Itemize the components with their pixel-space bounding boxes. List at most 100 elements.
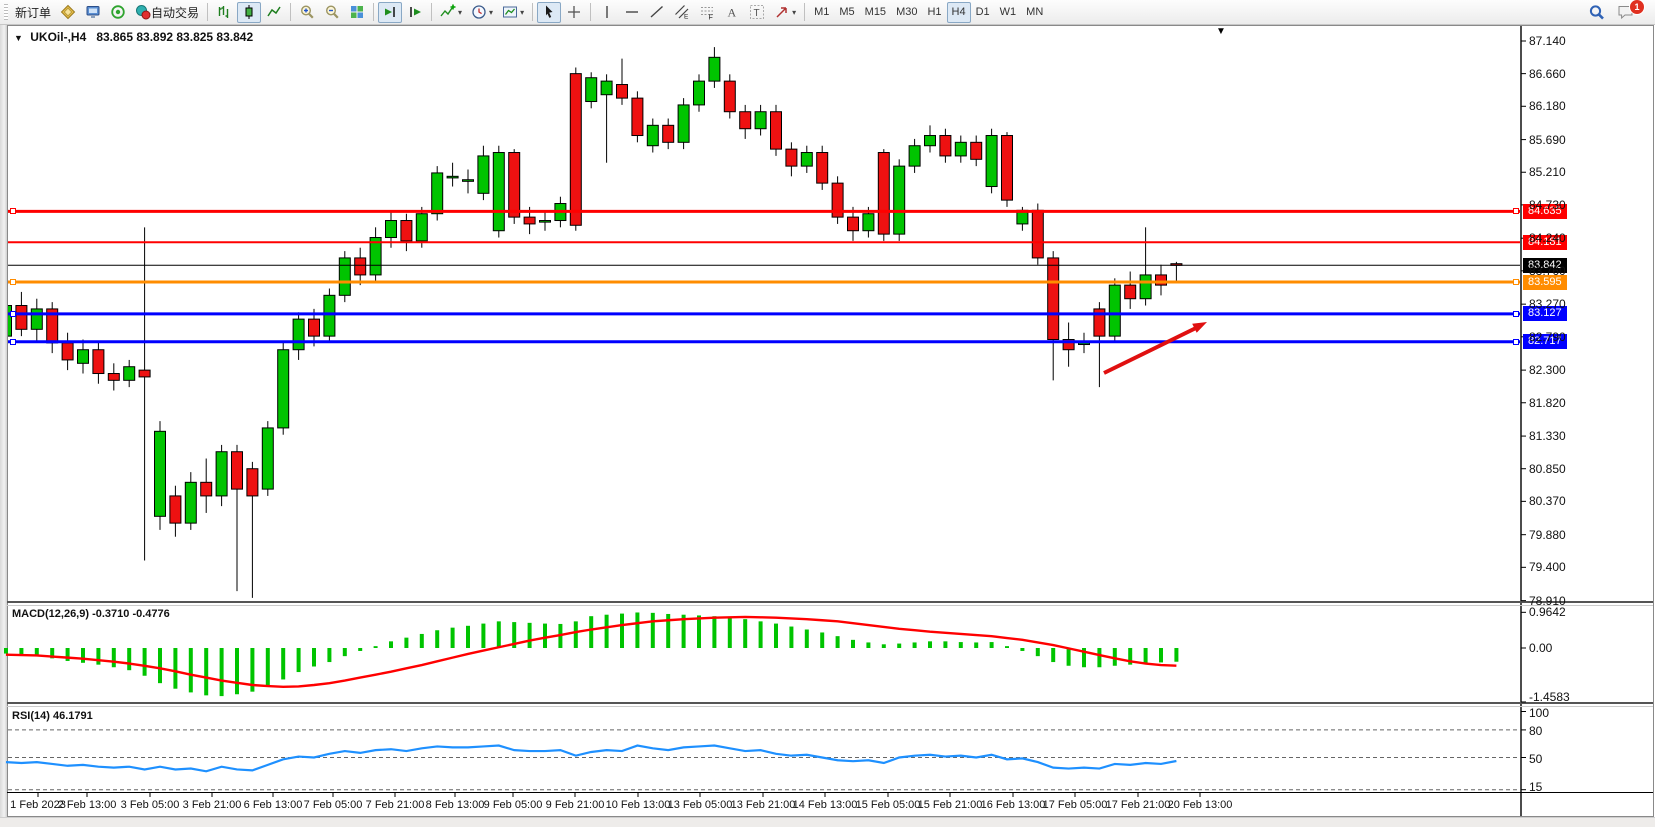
rsi-tick-label: 15 bbox=[1529, 780, 1543, 794]
macd-tick-label: -1.4583 bbox=[1529, 690, 1570, 704]
macd-histogram-bar bbox=[1128, 648, 1133, 665]
line-handle[interactable] bbox=[1513, 310, 1519, 317]
candle-body bbox=[970, 141, 983, 160]
candle-body bbox=[631, 97, 644, 137]
macd-histogram-bar bbox=[219, 648, 224, 697]
candle-body bbox=[646, 124, 659, 147]
signal-icon[interactable] bbox=[106, 2, 130, 23]
line-handle[interactable] bbox=[1513, 338, 1519, 345]
timeframe-h1[interactable]: H1 bbox=[927, 6, 942, 18]
macd-histogram-bar bbox=[897, 643, 902, 648]
horizontal-line-icon[interactable] bbox=[620, 2, 644, 23]
collapse-triangle-icon[interactable]: ▼ bbox=[14, 33, 23, 43]
zoom-in-icon[interactable] bbox=[295, 2, 319, 23]
periods-clock-button[interactable]: ▾ bbox=[467, 2, 497, 23]
candle-body bbox=[1031, 209, 1044, 259]
price-tick-label: 78.910 bbox=[1529, 593, 1566, 608]
trend-arrow-annotation[interactable] bbox=[1103, 322, 1207, 375]
gold-badge-icon[interactable] bbox=[56, 2, 80, 23]
line-chart-icon[interactable] bbox=[262, 2, 286, 23]
shapes-button[interactable]: ▾ bbox=[770, 2, 800, 23]
candle-body bbox=[107, 373, 120, 381]
macd-histogram-bar bbox=[712, 616, 717, 648]
timeframe-m1[interactable]: M1 bbox=[814, 6, 830, 18]
candle-body bbox=[184, 481, 197, 524]
toolbar-separator bbox=[207, 3, 209, 21]
crosshair-icon[interactable] bbox=[562, 2, 586, 23]
trendline-icon[interactable] bbox=[645, 2, 669, 23]
macd-histogram-bar bbox=[1097, 648, 1102, 668]
timeframe-m15[interactable]: M15 bbox=[864, 6, 887, 18]
time-tick-label: 13 Feb 05:00 bbox=[667, 799, 733, 811]
line-handle[interactable] bbox=[1513, 208, 1519, 215]
macd-histogram-bar bbox=[296, 648, 301, 673]
timeframe-m5[interactable]: M5 bbox=[839, 6, 855, 18]
auto-scroll-icon[interactable] bbox=[378, 1, 403, 23]
timeframe-mn[interactable]: MN bbox=[1026, 6, 1044, 18]
time-tick-label: 3 Feb 05:00 bbox=[120, 799, 180, 811]
cursor-icon[interactable] bbox=[537, 1, 562, 23]
macd-histogram-bar bbox=[281, 648, 286, 680]
timeframe-h4[interactable]: H4 bbox=[946, 1, 971, 23]
new-order-button[interactable]: 新订单 bbox=[11, 2, 55, 23]
macd-histogram-bar bbox=[543, 623, 547, 648]
toolbar-grip[interactable] bbox=[4, 4, 8, 20]
candle-body bbox=[1047, 257, 1060, 341]
macd-histogram-bar bbox=[820, 632, 825, 648]
line-handle[interactable] bbox=[10, 208, 16, 215]
periods-clock-icon bbox=[472, 5, 486, 19]
candle-body bbox=[662, 124, 675, 143]
price-tick-label: 86.180 bbox=[1529, 99, 1566, 114]
candle-body bbox=[600, 80, 613, 96]
channel-icon[interactable]: E bbox=[670, 2, 694, 23]
bar-chart-icon[interactable] bbox=[212, 2, 236, 23]
top-toolbar: 新订单 自动交易 bbox=[0, 0, 1655, 25]
line-handle[interactable] bbox=[1513, 279, 1519, 286]
autotrading-button[interactable]: 自动交易 bbox=[131, 2, 203, 23]
time-tick-label: 7 Feb 21:00 bbox=[365, 799, 425, 811]
macd-histogram-bar bbox=[250, 648, 255, 692]
price-tick-label: 80.850 bbox=[1529, 461, 1566, 476]
notification-badge[interactable]: 1 bbox=[1629, 0, 1645, 15]
text-icon[interactable]: A bbox=[720, 2, 744, 23]
candle-body bbox=[1124, 284, 1137, 300]
macd-histogram-bar bbox=[158, 648, 162, 684]
rsi-tick-label: 100 bbox=[1529, 705, 1550, 720]
chat-button[interactable]: 1 bbox=[1613, 0, 1645, 23]
zoom-out-icon[interactable] bbox=[320, 2, 344, 23]
scroll-end-marker-icon[interactable]: ▼ bbox=[1216, 26, 1226, 37]
line-handle[interactable] bbox=[10, 279, 16, 286]
candle-body bbox=[169, 495, 182, 524]
indicators-icon bbox=[440, 4, 456, 17]
tile-windows-icon[interactable] bbox=[345, 2, 369, 23]
vertical-line-icon[interactable] bbox=[595, 2, 619, 23]
shapes-icon bbox=[776, 7, 787, 18]
chevron-down-icon: ▾ bbox=[792, 7, 797, 17]
macd-histogram-bar bbox=[866, 642, 871, 648]
macd-histogram-bar bbox=[373, 646, 378, 648]
search-icon[interactable] bbox=[1584, 2, 1609, 23]
macd-histogram-bar bbox=[50, 648, 55, 659]
macd-histogram-bar bbox=[1020, 648, 1025, 651]
line-handle[interactable] bbox=[10, 338, 16, 345]
text-label-icon[interactable]: T bbox=[745, 2, 769, 23]
macd-histogram-bar bbox=[19, 648, 24, 655]
candle-body bbox=[308, 318, 320, 337]
timeframe-w1[interactable]: W1 bbox=[999, 6, 1017, 18]
time-tick-label: 3 Feb 21:00 bbox=[182, 799, 242, 811]
candle-body bbox=[1155, 274, 1167, 286]
candle-body bbox=[261, 427, 274, 490]
template-button[interactable]: ▾ bbox=[498, 2, 528, 23]
candle-body bbox=[77, 349, 89, 364]
candlestick-chart-icon[interactable] bbox=[237, 1, 262, 23]
computer-icon[interactable] bbox=[81, 2, 105, 23]
indicators-button[interactable]: ▾ bbox=[436, 2, 466, 23]
timeframe-d1[interactable]: D1 bbox=[975, 6, 990, 18]
candle-body bbox=[754, 111, 767, 130]
timeframe-m30[interactable]: M30 bbox=[896, 6, 918, 18]
candle-body bbox=[200, 481, 213, 497]
fibonacci-icon[interactable]: F bbox=[695, 2, 719, 23]
line-handle[interactable] bbox=[10, 310, 16, 317]
chart-shift-icon[interactable] bbox=[403, 2, 427, 23]
